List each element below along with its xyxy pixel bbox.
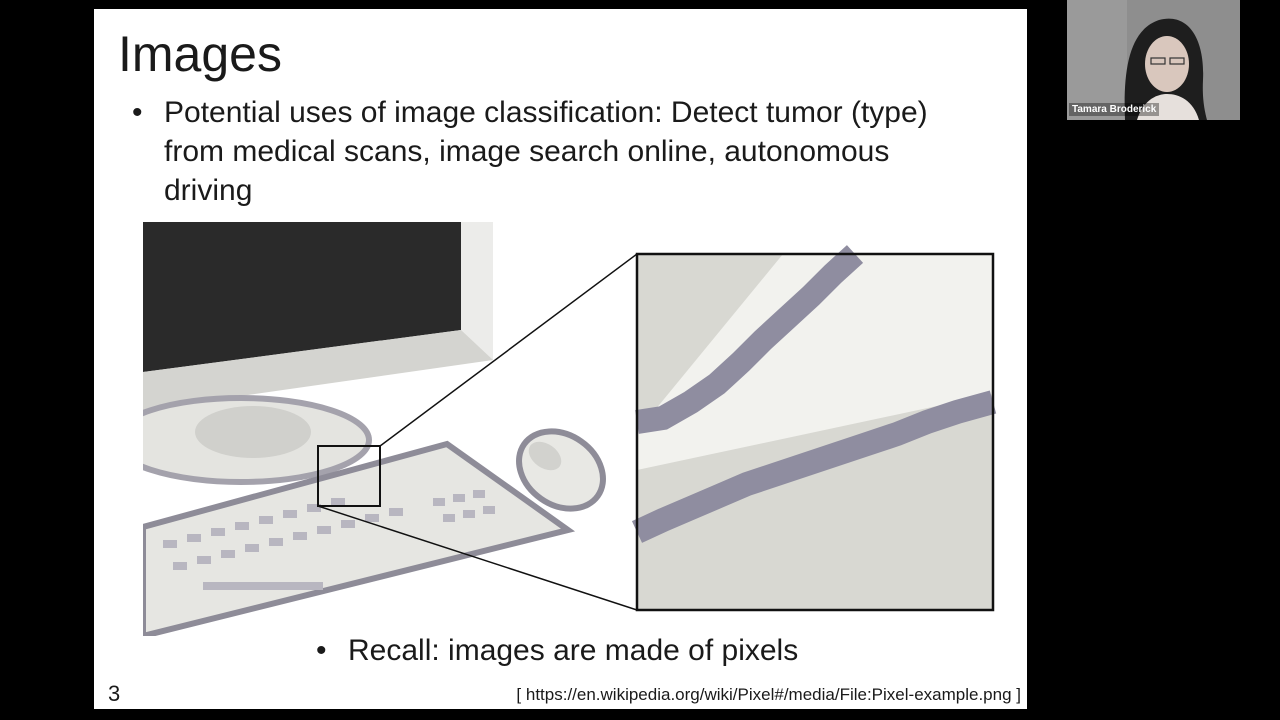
bullet-uses: • Potential uses of image classification… xyxy=(132,93,952,210)
mouse-illustration xyxy=(516,428,606,512)
monitor-illustration xyxy=(143,222,493,485)
zoom-connector-bottom xyxy=(317,505,638,611)
pixel-zoom-inset xyxy=(631,245,997,612)
source-citation: [ https://en.wikipedia.org/wiki/Pixel#/m… xyxy=(516,685,1021,704)
page-number: 3 xyxy=(108,681,121,706)
bullet-dot: • xyxy=(316,634,327,667)
zoom-selection-box xyxy=(317,445,381,507)
keyboard-illustration xyxy=(143,440,576,636)
zoom-connector-top xyxy=(379,253,638,447)
bullet-pixels-text: Recall: images are made of pixels xyxy=(348,634,799,667)
bullet-pixels: • Recall: images are made of pixels xyxy=(316,633,798,669)
participant-avatar xyxy=(1067,0,1240,120)
slide-title: Images xyxy=(118,26,282,82)
bullet-dot: • xyxy=(132,96,143,129)
participant-video-tile[interactable]: Tamara Broderick xyxy=(1067,0,1240,120)
bullet-uses-text: Potential uses of image classification: … xyxy=(164,96,928,207)
computer-pixel-illustration xyxy=(143,222,997,636)
participant-name-label: Tamara Broderick xyxy=(1069,103,1160,116)
slide: Images • Potential uses of image classif… xyxy=(94,9,1027,709)
